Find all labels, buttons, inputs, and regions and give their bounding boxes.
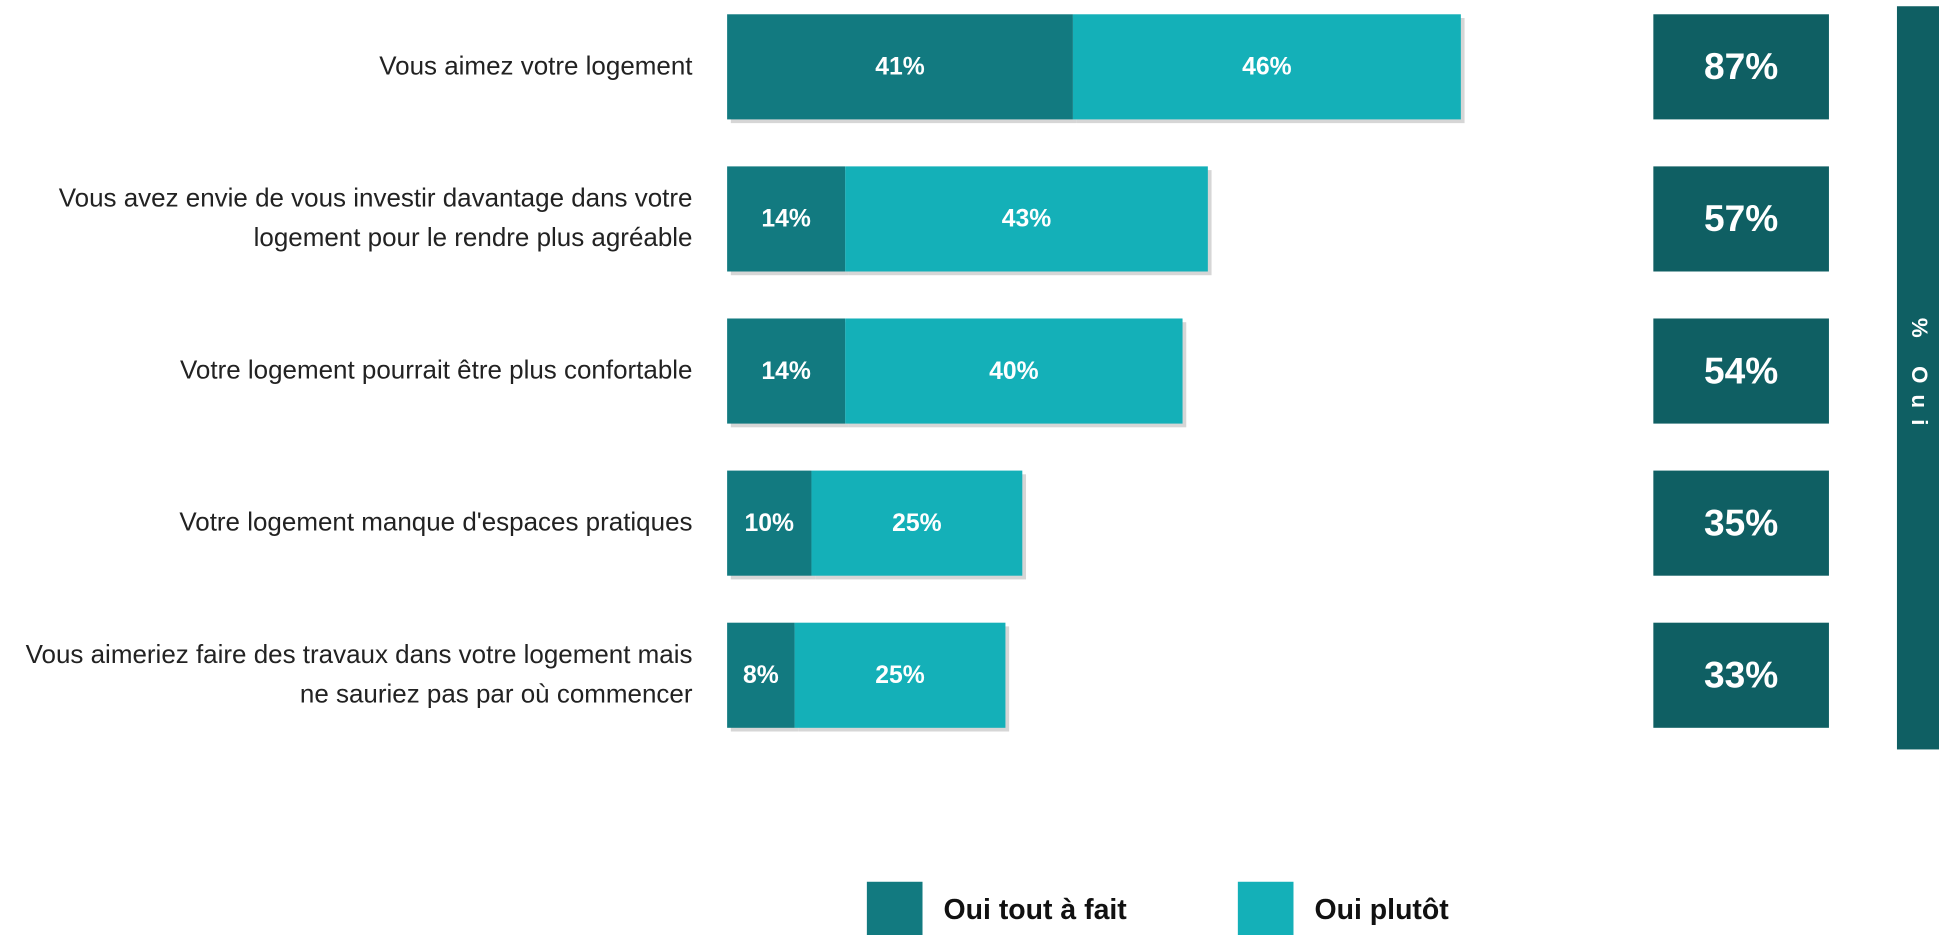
- total-label: 54%: [1704, 349, 1778, 391]
- bar-segment: [845, 318, 1183, 424]
- legend-label: Oui tout à fait: [944, 894, 1128, 926]
- total-label: 35%: [1704, 501, 1778, 543]
- side-panel: [1896, 6, 1939, 750]
- category-label: Vous aimez votre logement: [379, 52, 693, 81]
- category-label: Vous aimeriez faire des travaux dans vot…: [25, 640, 693, 709]
- total-label: 87%: [1704, 45, 1778, 87]
- bar-value-label: 14%: [761, 358, 810, 385]
- bar-segment: [794, 622, 1006, 728]
- bar-value-label: 43%: [1002, 206, 1051, 233]
- bar-value-label: 25%: [875, 662, 924, 689]
- bar-segment: [727, 166, 846, 272]
- category-label-box: Votre logement pourrait être plus confor…: [180, 356, 693, 385]
- bar-segment: [811, 470, 1023, 576]
- category-label-box: Vous avez envie de vous investir davanta…: [58, 184, 693, 253]
- bar-value-label: 41%: [875, 54, 924, 81]
- bar-segment: [727, 470, 812, 576]
- total-label: 33%: [1704, 654, 1778, 696]
- category-label: Votre logement manque d'espaces pratique…: [179, 508, 693, 537]
- category-label-box: Votre logement manque d'espaces pratique…: [179, 508, 693, 537]
- bar-value-label: 14%: [761, 206, 810, 233]
- bar-value-label: 8%: [743, 662, 779, 689]
- bar-segment: [727, 14, 1073, 120]
- legend-swatch: [866, 881, 923, 935]
- category-label-box: Vous aimeriez faire des travaux dans vot…: [25, 640, 693, 709]
- category-label-box: Vous aimez votre logement: [379, 52, 693, 81]
- legend-swatch: [1237, 881, 1294, 935]
- bar-value-label: 46%: [1242, 54, 1291, 81]
- total-box: [1653, 318, 1829, 424]
- total-label: 57%: [1704, 197, 1778, 239]
- bar-segment: [845, 166, 1208, 272]
- bar-segment: [1072, 14, 1461, 120]
- bar-value-label: 10%: [745, 510, 794, 537]
- total-box: [1653, 14, 1829, 120]
- side-label: % Oui: [1907, 318, 1932, 437]
- category-label: Vous avez envie de vous investir davanta…: [58, 184, 693, 253]
- category-label: Votre logement pourrait être plus confor…: [180, 356, 693, 385]
- total-box: [1653, 470, 1829, 576]
- legend-label: Oui plutôt: [1315, 894, 1450, 926]
- bar-value-label: 25%: [892, 510, 941, 537]
- total-box: [1653, 166, 1829, 272]
- total-box: [1653, 622, 1829, 728]
- bar-segment: [727, 318, 846, 424]
- bar-value-label: 40%: [989, 358, 1038, 385]
- bar-segment: [727, 622, 795, 728]
